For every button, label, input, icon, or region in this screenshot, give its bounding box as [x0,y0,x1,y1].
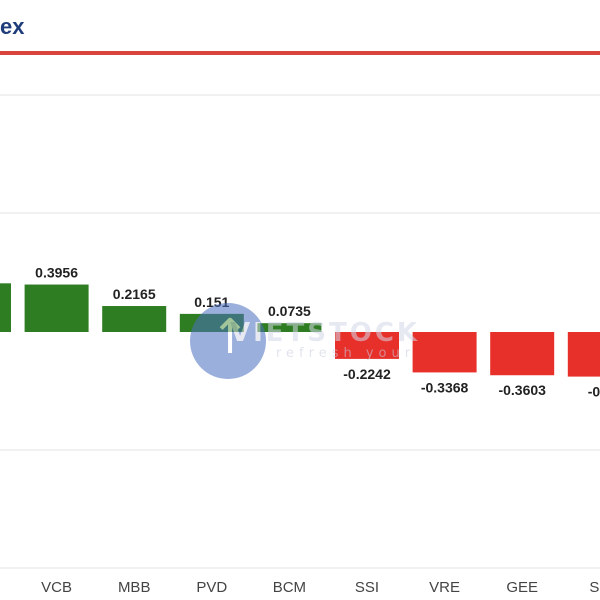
x-tick-gee: GEE [506,579,538,596]
bar-bcm [257,323,322,332]
bar-vre [412,332,477,373]
x-tick-vcb: VCB [41,579,72,596]
x-tick-pvd: PVD [196,579,227,596]
bar-vcb [24,284,89,332]
x-tick-ssi: SSI [355,579,379,596]
x-tick-vre: VRE [429,579,460,596]
chart-title: ex [0,14,25,39]
bars [0,283,600,377]
title-underline [0,51,600,55]
bar-ssi [335,332,399,359]
bar-mbb [102,306,167,332]
data-label-gee: -0.3603 [498,382,546,398]
data-label-vcb: 0.3956 [35,265,78,281]
data-label-ssi: -0.2242 [343,366,391,382]
bar-pvd [179,313,244,332]
bar-sh [567,332,600,377]
x-tick-sh: SH [589,579,600,596]
x-tick-labels: VCB MBB PVD BCM SSI VRE GEE SH [41,579,600,596]
bar-first [0,283,11,332]
data-label-pvd: 0.151 [194,294,229,310]
data-label-vre: -0.3368 [421,379,469,395]
data-labels: 70.39560.21650.1510.0735-0.2242-0.3368-0… [35,265,600,400]
grid-lines [0,94,600,569]
data-label-bcm: 0.0735 [268,303,311,319]
x-tick-mbb: MBB [118,579,151,596]
bar-gee [490,332,555,376]
x-tick-bcm: BCM [273,579,306,596]
data-label-sh: -0.3 [588,384,600,400]
data-label-mbb: 0.2165 [113,286,156,302]
